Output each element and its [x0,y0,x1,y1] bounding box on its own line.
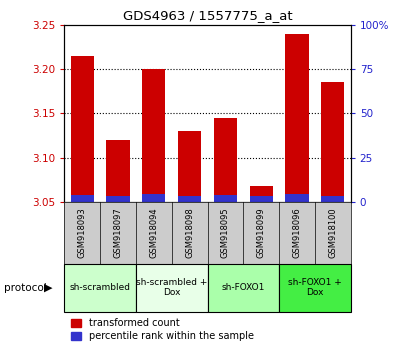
Bar [249,186,273,202]
Bar [178,131,201,202]
Bar [214,118,237,202]
Bar [71,195,94,202]
Bar [136,264,208,312]
Text: GSM918097: GSM918097 [114,207,122,258]
Text: sh-FOXO1: sh-FOXO1 [222,283,265,292]
Bar [64,264,136,312]
Text: ▶: ▶ [44,282,52,293]
Bar [178,196,201,202]
Text: sh-FOXO1 +
Dox: sh-FOXO1 + Dox [288,278,342,297]
Text: GSM918100: GSM918100 [328,207,337,258]
Bar [321,196,344,202]
Bar [286,194,309,202]
Title: GDS4963 / 1557775_a_at: GDS4963 / 1557775_a_at [123,9,292,22]
Text: sh-scrambled +
Dox: sh-scrambled + Dox [136,278,208,297]
Bar [208,264,279,312]
Bar [249,196,273,202]
Bar [279,264,351,312]
Legend: transformed count, percentile rank within the sample: transformed count, percentile rank withi… [69,316,256,343]
Text: protocol: protocol [4,282,47,293]
Bar [106,196,129,202]
Text: GSM918096: GSM918096 [293,207,301,258]
Text: GSM918099: GSM918099 [257,207,266,258]
Bar [71,56,94,202]
Text: GSM918094: GSM918094 [149,207,158,258]
Bar [214,195,237,202]
Bar [142,194,166,202]
Bar [106,140,129,202]
Text: GSM918095: GSM918095 [221,207,230,258]
Bar [286,34,309,202]
Text: GSM918098: GSM918098 [185,207,194,258]
Text: GSM918093: GSM918093 [78,207,87,258]
Text: sh-scrambled: sh-scrambled [70,283,131,292]
Bar [142,69,166,202]
Bar [321,82,344,202]
